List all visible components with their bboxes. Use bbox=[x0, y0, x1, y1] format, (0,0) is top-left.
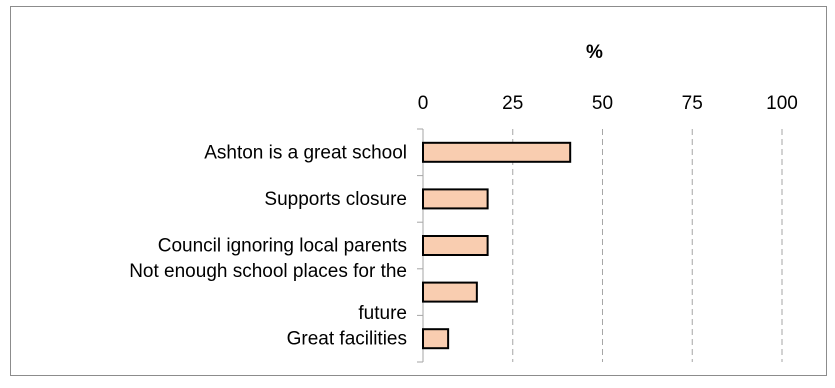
x-axis-title: % bbox=[586, 42, 603, 63]
category-label: Not enough school places for the bbox=[129, 261, 407, 282]
bar-chart: 0 25 50 75 100% Ashton is a great school Suppo… bbox=[129, 42, 798, 363]
x-tick-label: 75 bbox=[682, 93, 703, 114]
category-label: Great facilities bbox=[287, 329, 407, 350]
x-tick-label: 100 bbox=[766, 93, 798, 114]
x-tick-label: 0 bbox=[418, 93, 429, 114]
category-label: Ashton is a great school bbox=[204, 142, 407, 163]
category-label: Supports closure bbox=[264, 189, 407, 210]
bar bbox=[422, 281, 478, 303]
bar bbox=[422, 141, 572, 163]
category-label: future bbox=[358, 303, 407, 324]
bar bbox=[422, 328, 450, 350]
x-tick-label: 25 bbox=[502, 93, 523, 114]
bar bbox=[422, 235, 489, 256]
bar bbox=[422, 188, 489, 210]
x-tick-label: 50 bbox=[592, 93, 613, 114]
chart-frame: 0 25 50 75 100% Ashton is a great school Suppo… bbox=[10, 6, 827, 376]
category-label: Council ignoring local parents bbox=[158, 236, 407, 257]
